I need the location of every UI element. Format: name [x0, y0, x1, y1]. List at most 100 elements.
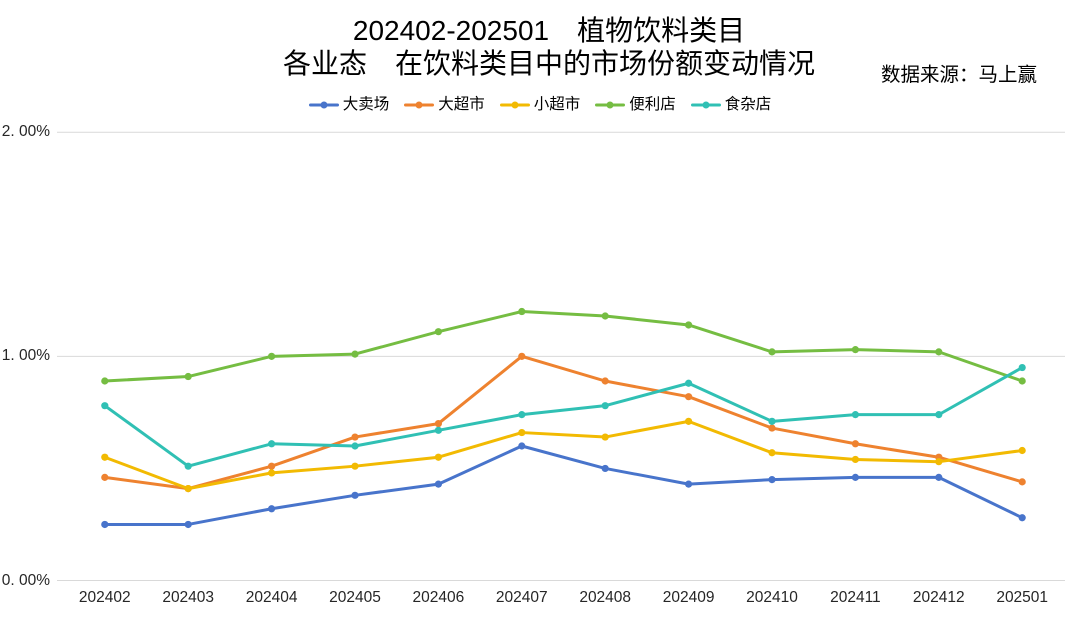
data-point: [268, 505, 276, 513]
data-point: [268, 469, 276, 477]
data-point: [935, 473, 943, 481]
data-point: [935, 458, 943, 466]
x-axis-tick-label: 202404: [245, 589, 298, 606]
data-point: [184, 520, 192, 529]
data-point: [768, 417, 776, 425]
data-point: [518, 307, 526, 316]
data-point: [434, 480, 442, 488]
data-point: [518, 428, 526, 437]
legend-label: 便利店: [629, 96, 676, 113]
data-point: [1018, 363, 1026, 372]
data-point: [851, 473, 860, 481]
data-point: [101, 473, 109, 481]
chart-title: 202402-202501 植物饮料类目 各业态 在饮料类目中的市场份额变动情况: [9, 14, 1080, 80]
x-axis-tick-label: 202410: [746, 589, 798, 606]
legend-item-大卖场: 大卖场: [308, 95, 390, 115]
x-axis-tick-label: 202412: [912, 589, 965, 606]
data-point: [1018, 478, 1026, 486]
data-point: [685, 480, 693, 488]
data-point: [601, 377, 609, 385]
chart-title-line2: 各业态 在饮料类目中的市场份额变动情况: [282, 48, 815, 79]
series-line-食杂店: [103, 366, 1024, 468]
data-point: [768, 348, 776, 356]
legend-item-食杂店: 食杂店: [690, 95, 772, 115]
x-axis-tick-label: 202405: [329, 589, 381, 606]
x-axis-tick-label: 202409: [662, 589, 715, 606]
chart-legend: 大卖场 大超市 小超市 便利店 食杂店: [0, 95, 1080, 115]
series-line-便利店: [103, 310, 1024, 383]
x-axis-tick-label: 202501: [996, 589, 1049, 606]
legend-item-小超市: 小超市: [499, 95, 581, 115]
data-point: [851, 411, 860, 419]
legend-label: 小超市: [533, 96, 581, 113]
data-point: [434, 419, 442, 428]
data-point: [434, 426, 442, 434]
data-point: [184, 484, 192, 493]
x-axis-tick-label: 202411: [830, 589, 881, 606]
data-point: [1018, 514, 1026, 522]
legend-marker-icon: [499, 101, 530, 109]
x-axis-tick-label: 202408: [579, 589, 632, 606]
data-point: [685, 393, 693, 401]
data-point: [601, 433, 609, 441]
data-point: [1018, 446, 1026, 455]
data-point: [518, 411, 526, 419]
legend-label: 大卖场: [342, 96, 390, 113]
data-point: [768, 476, 776, 484]
data-point: [101, 377, 109, 385]
data-point: [1018, 377, 1026, 385]
legend-item-大超市: 大超市: [404, 95, 485, 115]
data-source-note: 数据来源：马上赢: [880, 64, 1037, 86]
data-point: [268, 462, 276, 470]
legend-marker-icon: [308, 101, 339, 109]
series-line-小超市: [103, 419, 1024, 491]
data-point: [768, 449, 776, 457]
legend-marker-icon: [595, 101, 626, 109]
x-axis-tick-label: 202403: [162, 589, 215, 606]
data-point: [768, 424, 776, 432]
data-point: [101, 402, 109, 410]
data-point: [351, 462, 359, 470]
data-point: [351, 442, 359, 450]
data-point: [268, 440, 276, 448]
data-point: [351, 433, 359, 441]
legend-item-便利店: 便利店: [595, 95, 676, 115]
data-point: [518, 442, 526, 450]
data-point: [518, 352, 526, 360]
y-axis-tick-label: 1. 00%: [1, 347, 50, 365]
data-point: [434, 328, 442, 336]
data-point: [851, 440, 860, 448]
data-point: [935, 411, 943, 419]
data-point: [184, 462, 192, 470]
data-point: [434, 453, 442, 461]
y-axis-tick-label: 2. 00%: [1, 123, 50, 141]
legend-label: 大超市: [438, 96, 485, 113]
x-axis-tick-label: 202406: [412, 589, 465, 606]
data-point: [351, 350, 359, 358]
data-point: [101, 453, 109, 461]
series-line-大超市: [103, 354, 1024, 491]
x-axis-tick-label: 202407: [495, 589, 548, 606]
data-point: [851, 346, 860, 354]
data-point: [685, 379, 693, 387]
legend-marker-icon: [404, 101, 435, 109]
data-point: [935, 348, 943, 356]
data-point: [351, 491, 359, 499]
data-point: [851, 455, 860, 464]
data-point: [601, 402, 609, 410]
data-point: [101, 520, 109, 529]
y-axis-tick-label: 0. 00%: [1, 571, 50, 589]
legend-marker-icon: [690, 101, 721, 109]
series-line-大卖场: [103, 444, 1024, 526]
data-point: [268, 352, 276, 360]
x-axis-tick-label: 202402: [78, 589, 131, 606]
legend-label: 食杂店: [724, 96, 772, 113]
data-point: [601, 464, 609, 473]
data-point: [685, 321, 693, 329]
data-point: [601, 312, 609, 320]
data-point: [685, 417, 693, 425]
data-point: [184, 372, 192, 381]
chart-title-line1: 202402-202501 植物饮料类目: [352, 15, 746, 46]
